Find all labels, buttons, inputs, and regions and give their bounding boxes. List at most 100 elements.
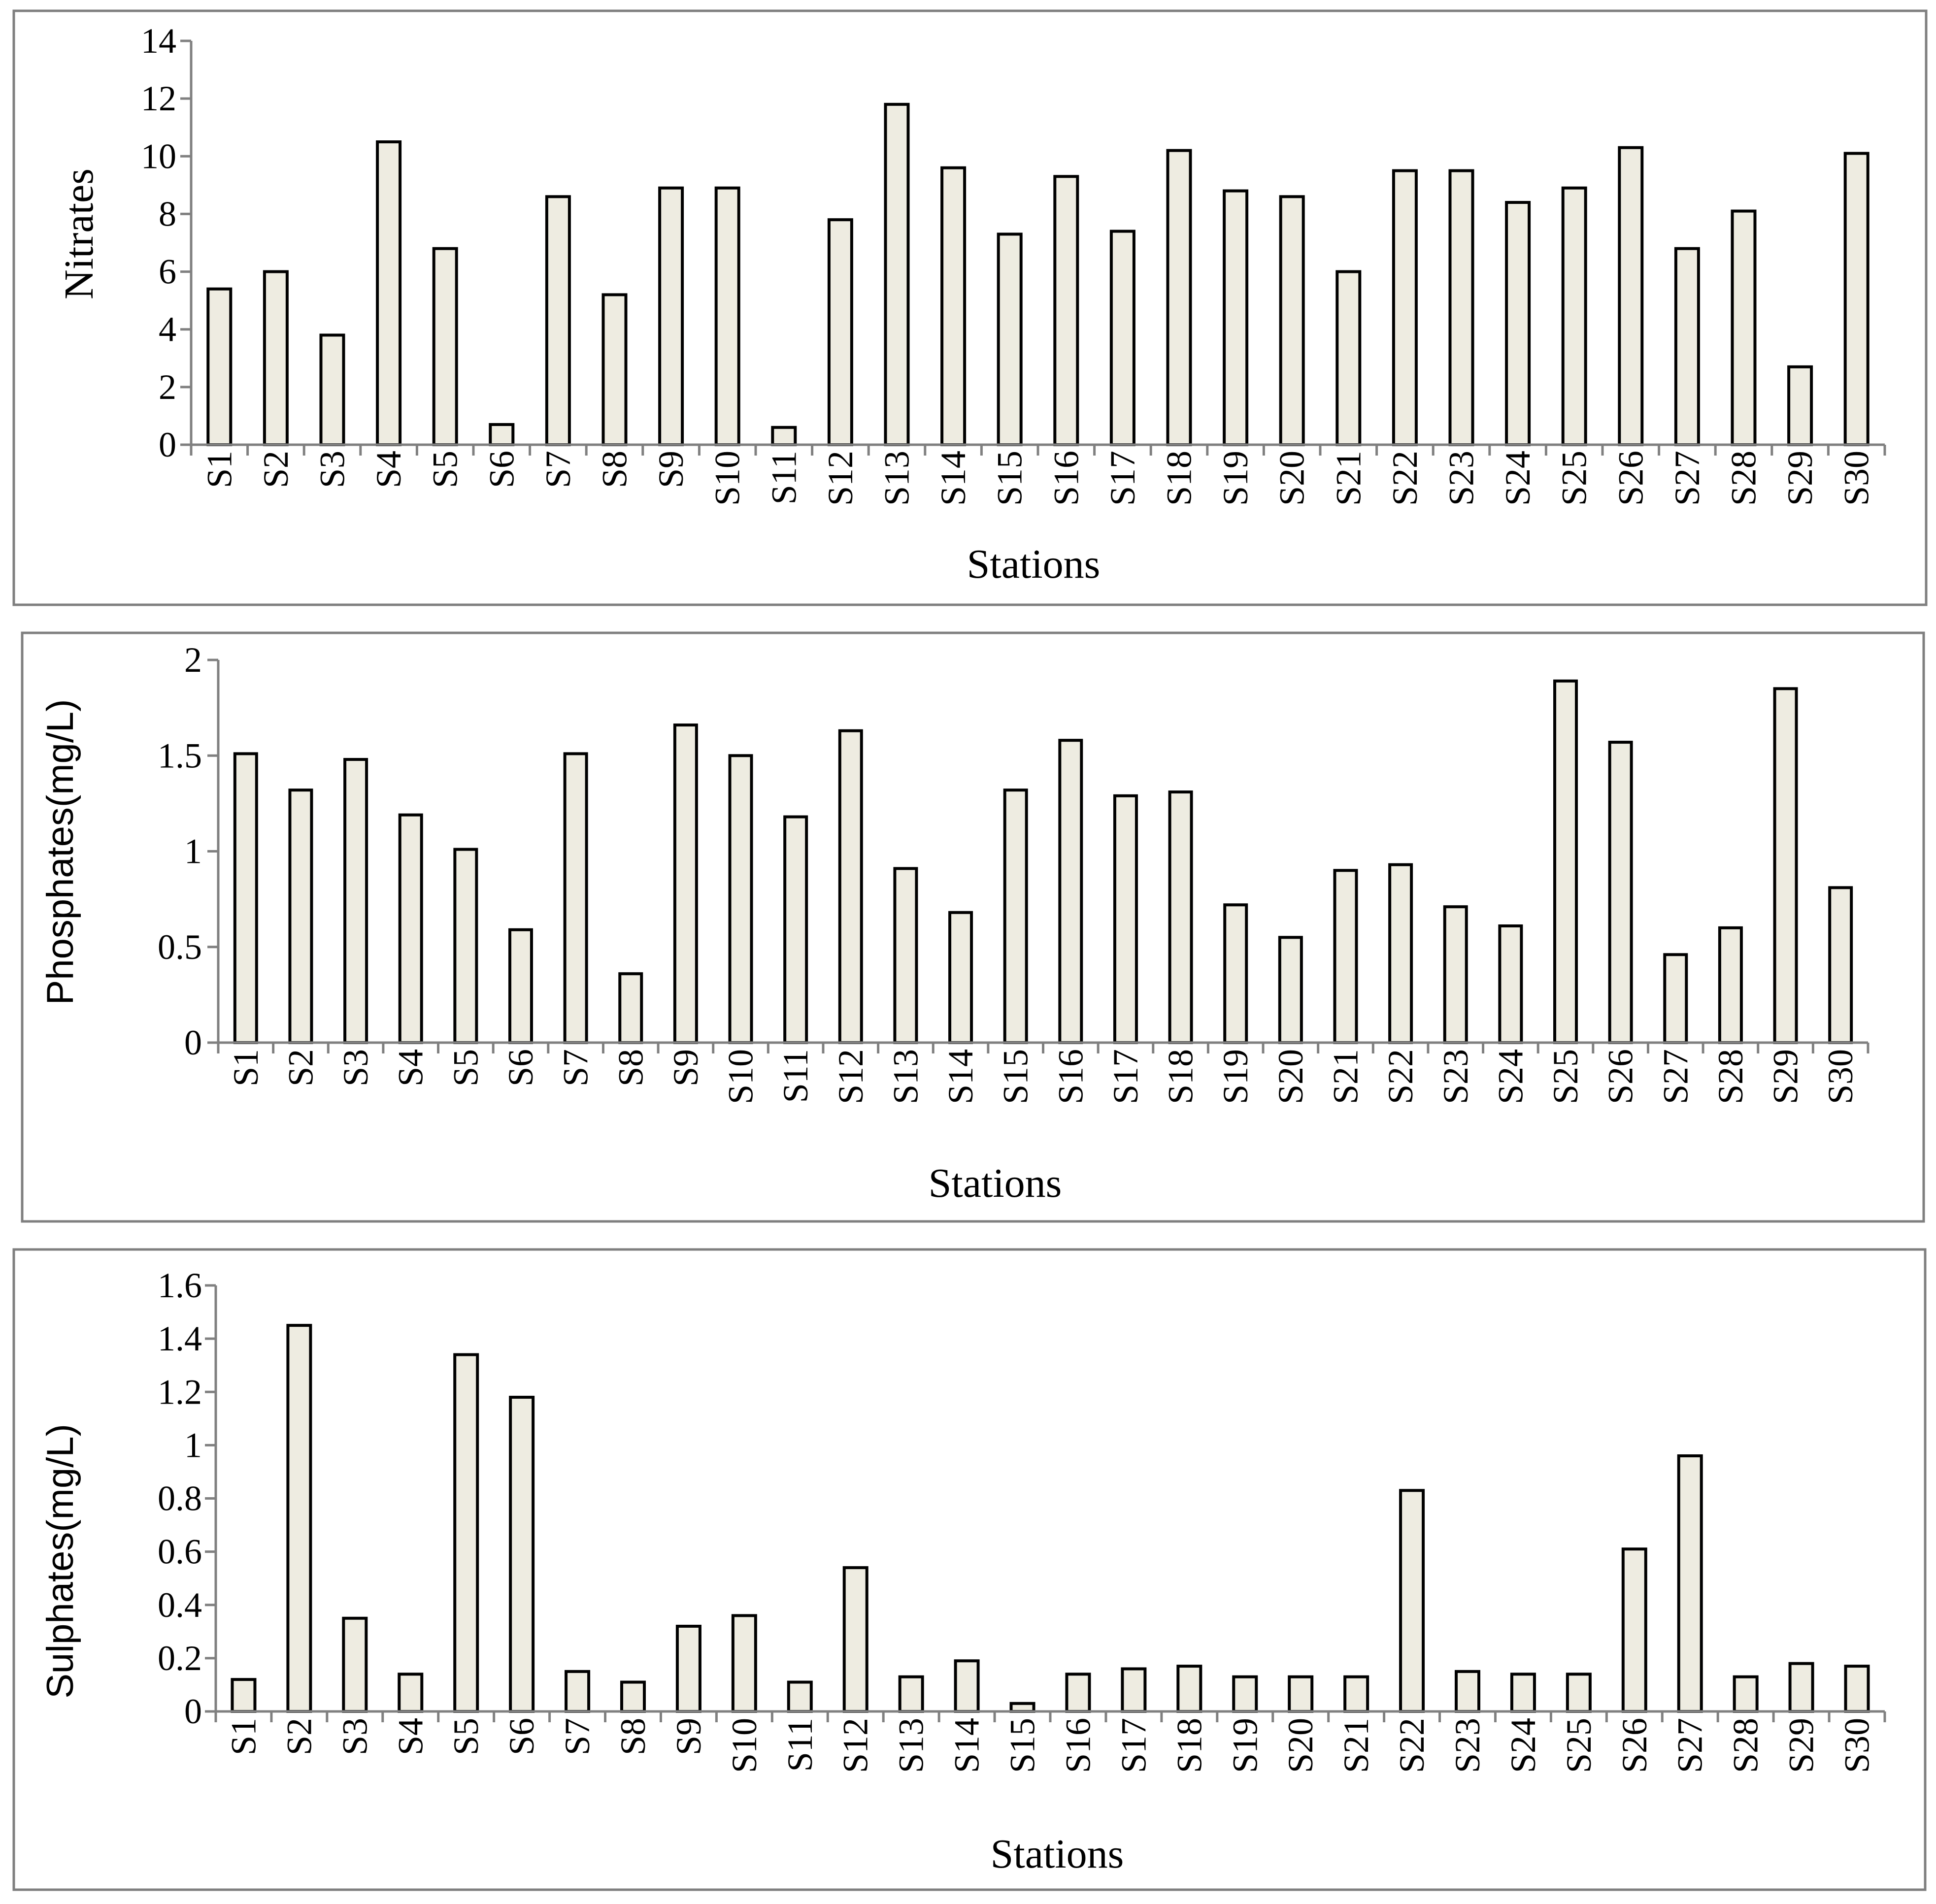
x-tick-label: S1 (200, 451, 239, 488)
bar-s9 (675, 1625, 701, 1713)
bar-s20 (1288, 1675, 1314, 1713)
bar-s10 (731, 1614, 757, 1713)
x-tick-label: S14 (947, 1718, 987, 1773)
y-tick-label: 14 (141, 21, 176, 61)
x-tick-label: S18 (1160, 451, 1199, 506)
x-tick-label: S8 (613, 1718, 653, 1755)
x-tick-label: S20 (1281, 1718, 1320, 1773)
x-tick-label: S12 (821, 451, 860, 506)
bar-s2 (288, 788, 313, 1045)
x-tick-label: S15 (1003, 1718, 1042, 1773)
bar-s6 (489, 423, 515, 446)
bar-s8 (618, 972, 643, 1045)
bar-s14 (940, 166, 967, 446)
bar-s7 (563, 752, 588, 1044)
y-tick-label: 0.8 (158, 1479, 202, 1518)
x-tick-label: S20 (1271, 1049, 1310, 1104)
y-tick-label: 1 (184, 1425, 202, 1465)
x-tick-label: S8 (611, 1049, 650, 1086)
x-axis-title: Stations (967, 541, 1101, 587)
x-tick-label: S5 (426, 451, 465, 488)
bar-s9 (673, 723, 698, 1044)
x-tick-label: S11 (780, 1718, 820, 1772)
x-tick-label: S4 (369, 451, 408, 488)
x-tick-label: S27 (1668, 451, 1707, 506)
bar-s2 (263, 270, 289, 446)
x-tick-label: S19 (1216, 1049, 1255, 1104)
y-tick-group: 0 2 4 6 8 10 12 14 (141, 21, 191, 464)
bar-s16 (1065, 1673, 1091, 1713)
bar-s23 (1443, 905, 1468, 1045)
x-axis-title: Stations (991, 1831, 1124, 1877)
y-tick-label: 0 (184, 1692, 202, 1731)
bar-s18 (1176, 1665, 1202, 1713)
bar-s8 (620, 1680, 646, 1713)
bar-s21 (1335, 270, 1362, 446)
bar-s25 (1561, 186, 1587, 446)
x-tick-label: S11 (764, 451, 803, 504)
x-tick-label: S11 (776, 1049, 815, 1103)
x-tick-label: S8 (595, 451, 634, 488)
bar-s11 (771, 426, 797, 446)
x-tick-label: S7 (556, 1049, 596, 1086)
bar-s30 (1844, 1665, 1870, 1713)
x-tick-label: S1 (224, 1718, 263, 1755)
x-tick-label: S25 (1559, 1718, 1599, 1773)
x-tick-label: S24 (1498, 451, 1537, 506)
bar-s28 (1731, 209, 1757, 446)
bar-s8 (601, 293, 628, 447)
x-axis-title: Stations (929, 1160, 1062, 1206)
bar-s4 (376, 140, 402, 446)
bar-s20 (1278, 936, 1303, 1044)
x-tick-label: S15 (990, 451, 1030, 506)
x-tick-label: S2 (256, 451, 296, 488)
bar-s6 (509, 1396, 535, 1713)
y-tick-group: 0 0.2 0.4 0.6 0.8 1 1.2 1.4 1.6 (158, 1266, 216, 1731)
x-tick-label: S4 (391, 1718, 430, 1755)
y-tick-label: 2 (184, 640, 202, 680)
bar-s24 (1505, 201, 1531, 446)
bar-s25 (1553, 679, 1578, 1044)
x-tick-label: S21 (1326, 1049, 1365, 1104)
x-tick-label: S18 (1169, 1718, 1209, 1773)
bar-s12 (827, 218, 853, 446)
x-tick-label: S22 (1385, 451, 1425, 506)
bar-s26 (1608, 741, 1633, 1045)
bar-s11 (787, 1680, 813, 1713)
y-tick-label: 12 (141, 79, 176, 118)
y-tick-label: 0.2 (158, 1639, 202, 1678)
nitrates-chart-panel: Nitrates Stations 0 2 4 6 8 10 12 14 S1 S2 S3 S4 S5… (12, 9, 1928, 606)
x-tick-label: S27 (1656, 1049, 1695, 1104)
bar-s29 (1788, 1662, 1814, 1713)
bar-s7 (545, 195, 571, 446)
x-tick-label: S6 (502, 1718, 541, 1755)
x-tick-label: S23 (1436, 1049, 1475, 1104)
bar-s29 (1787, 365, 1813, 446)
bar-s13 (884, 102, 910, 447)
bar-s13 (893, 867, 918, 1044)
x-tick-label: S28 (1724, 451, 1764, 506)
y-tick-label: 10 (141, 136, 176, 176)
y-tick-label: 0 (159, 425, 176, 464)
bar-s18 (1166, 149, 1192, 447)
bar-s27 (1663, 953, 1688, 1045)
x-tick-label: S23 (1442, 451, 1481, 506)
y-tick-label: 8 (159, 194, 176, 233)
bar-s16 (1058, 739, 1083, 1045)
y-tick-label: 2 (159, 367, 176, 407)
x-tick-label: S2 (279, 1718, 319, 1755)
bar-s3 (342, 1616, 368, 1713)
y-tick-label: 1.6 (158, 1266, 202, 1305)
x-tick-label: S30 (1837, 1718, 1877, 1773)
bar-s28 (1733, 1675, 1759, 1713)
x-tick-label: S14 (941, 1049, 980, 1104)
panel-frame (12, 9, 1928, 606)
x-tick-label: S1 (226, 1049, 266, 1086)
x-tick-label: S6 (482, 451, 521, 488)
x-tick-group: S1 S2 S3 S4 S5 S6 S7 S8 S9 S10 S11 S12 S13 S14 S15 S16 S… (190, 445, 1886, 506)
bar-s3 (343, 758, 368, 1044)
x-tick-label: S7 (558, 1718, 597, 1755)
bar-s5 (453, 848, 478, 1044)
x-tick-label: S3 (335, 1718, 374, 1755)
bar-s14 (954, 1659, 980, 1713)
